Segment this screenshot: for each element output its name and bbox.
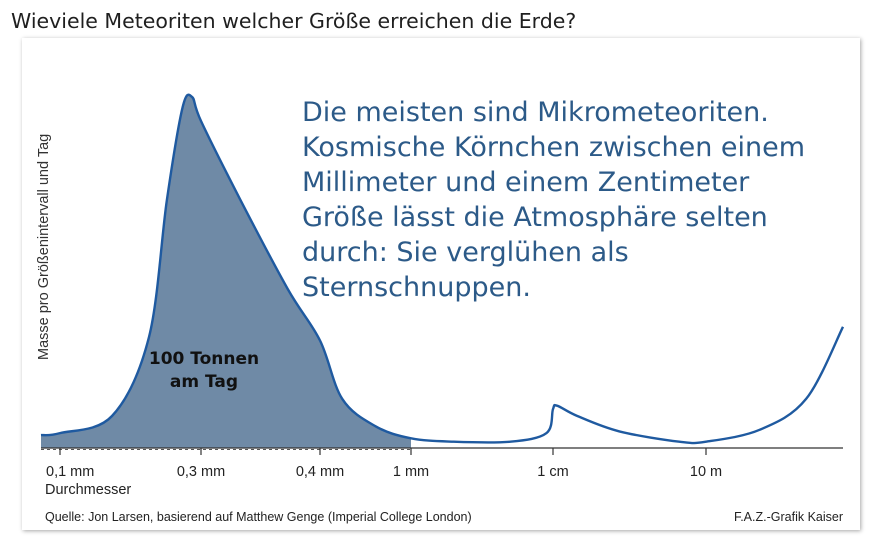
annotation-line: Sternschnuppen. <box>302 272 531 303</box>
x-tick-label: 10 m <box>690 464 722 480</box>
x-tick-label: 0,4 mm <box>296 464 344 480</box>
annotation-line: Die meisten sind Mikrometeoriten. <box>302 97 769 128</box>
shaded-area <box>41 94 411 449</box>
x-ticks: 0,1 mm 0,3 mm 0,4 mm 1 mm 1 cm 10 m <box>46 448 722 480</box>
x-axis-label: Durchmesser <box>45 482 132 498</box>
annotation-line: Größe lässt die Atmosphäre selten <box>302 202 768 233</box>
x-tick-label: 1 mm <box>393 464 429 480</box>
shaded-area-label: 100 Tonnen am Tag <box>104 348 304 394</box>
annotation-line: Kosmische Körnchen zwischen einem <box>302 132 806 163</box>
source-note: Quelle: Jon Larsen, basierend auf Matthe… <box>45 510 472 524</box>
series-line <box>40 93 845 445</box>
shaded-area-label-line: 100 Tonnen <box>148 349 260 369</box>
x-tick-label: 0,3 mm <box>177 464 225 480</box>
credit-note: F.A.Z.-Grafik Kaiser <box>733 510 843 524</box>
shaded-area-label-line: am Tag <box>169 372 239 392</box>
chart-title: Wieviele Meteoriten welcher Größe erreic… <box>11 9 577 33</box>
x-tick-label: 0,1 mm <box>46 464 94 480</box>
x-tick-label: 1 cm <box>537 464 568 480</box>
annotation-line: durch: Sie verglühen als <box>302 237 629 268</box>
annotation-line: Millimeter und einem Zentimeter <box>302 167 750 198</box>
y-axis-label: Masse pro Größenintervall und Tag <box>36 133 52 360</box>
annotation-text: Die meisten sind Mikrometeoriten. Kosmis… <box>302 95 862 305</box>
